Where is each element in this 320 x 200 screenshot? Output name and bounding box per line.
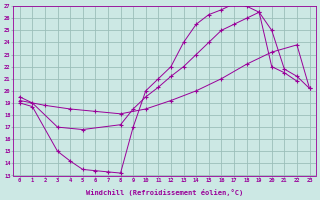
X-axis label: Windchill (Refroidissement éolien,°C): Windchill (Refroidissement éolien,°C) xyxy=(86,189,243,196)
